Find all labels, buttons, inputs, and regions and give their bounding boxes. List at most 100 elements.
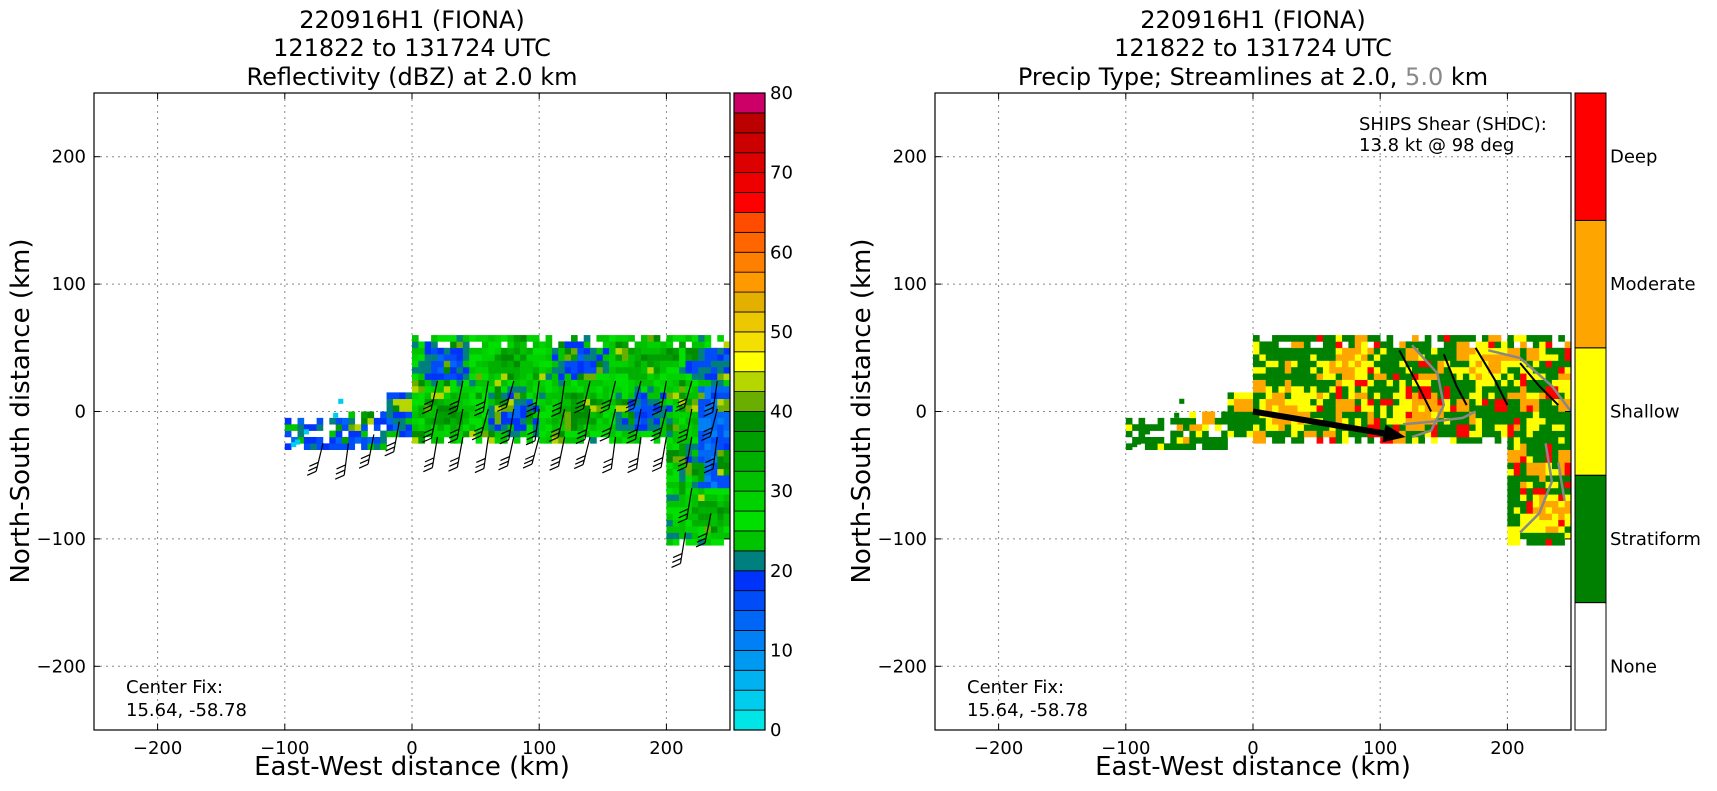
precip-type-cell xyxy=(1450,405,1457,412)
reflectivity-cell xyxy=(685,513,693,521)
wind-barb xyxy=(471,408,489,441)
reflectivity-cell xyxy=(609,347,616,355)
precip-type-cell xyxy=(1303,354,1311,361)
reflectivity-cell xyxy=(456,347,464,355)
precip-type-cell xyxy=(1545,424,1553,431)
precip-type-cell xyxy=(1494,360,1502,368)
precip-type-cell xyxy=(1284,417,1292,425)
precip-type-cell xyxy=(1399,398,1406,406)
precip-type-cell xyxy=(1481,379,1489,387)
right-panel: 220916H1 (FIONA) 121822 to 131724 UTC Pr… xyxy=(847,6,1701,782)
precip-type-cell xyxy=(1361,335,1368,342)
precip-type-cell xyxy=(1545,513,1553,521)
precip-type-cell xyxy=(1233,424,1241,431)
precip-type-cell xyxy=(1310,411,1317,419)
reflectivity-cell xyxy=(717,462,724,470)
reflectivity-cell xyxy=(380,417,387,425)
reflectivity-cell xyxy=(666,354,674,361)
precip-type-cell xyxy=(1163,443,1171,451)
reflectivity-cell xyxy=(431,341,438,349)
precip-type-cell xyxy=(1348,411,1356,419)
precip-type-cell xyxy=(1443,341,1451,349)
precip-type-cell xyxy=(1513,526,1521,533)
precip-type-cell xyxy=(1214,417,1222,425)
precip-type-cell xyxy=(1246,405,1254,412)
precip-type-cell xyxy=(1310,335,1317,342)
reflectivity-cell xyxy=(456,354,464,361)
reflectivity-cell xyxy=(571,366,578,374)
reflectivity-cell xyxy=(640,341,648,349)
reflectivity-cell xyxy=(513,366,521,374)
reflectivity-cell xyxy=(723,481,730,489)
precip-type-cell xyxy=(1558,405,1565,412)
precip-type-cell xyxy=(1558,532,1565,540)
reflectivity-cell xyxy=(418,405,426,412)
reflectivity-cell xyxy=(704,341,712,349)
precip-type-cell xyxy=(1322,341,1330,349)
precip-type-cell xyxy=(1367,392,1375,400)
category-swatch xyxy=(1574,602,1607,731)
precip-type-cell xyxy=(1322,354,1330,361)
reflectivity-cell xyxy=(399,411,406,419)
reflectivity-cell xyxy=(526,405,534,412)
precip-type-cell xyxy=(1310,379,1317,387)
reflectivity-cell xyxy=(615,417,623,425)
colorbar-segment xyxy=(733,570,766,592)
reflectivity-cell xyxy=(361,424,368,431)
reflectivity-cell xyxy=(685,519,693,527)
left-xtick-label: −100 xyxy=(260,738,309,759)
reflectivity-cell xyxy=(462,379,470,387)
reflectivity-cell xyxy=(520,366,527,374)
reflectivity-cell xyxy=(431,360,438,368)
precip-type-cell xyxy=(1450,392,1457,400)
reflectivity-cell xyxy=(412,373,419,380)
reflectivity-cell xyxy=(679,424,686,431)
precip-type-cell xyxy=(1539,532,1546,540)
wind-barb xyxy=(423,436,439,473)
precip-type-cell xyxy=(1265,424,1273,431)
reflectivity-cell xyxy=(609,398,616,406)
reflectivity-cell xyxy=(653,335,661,342)
wind-barb xyxy=(522,436,540,469)
reflectivity-cell xyxy=(520,424,527,431)
reflectivity-cell xyxy=(704,398,712,406)
reflectivity-cell xyxy=(412,386,419,393)
reflectivity-cell xyxy=(666,449,674,457)
precip-type-cell xyxy=(1380,405,1387,412)
precip-type-cell xyxy=(1291,398,1298,406)
precip-type-cell xyxy=(1431,436,1438,444)
right-xtick-label: −200 xyxy=(974,738,1023,759)
reflectivity-cell xyxy=(666,424,674,431)
reflectivity-cell xyxy=(329,417,336,425)
reflectivity-cell xyxy=(469,347,476,355)
reflectivity-cell xyxy=(571,347,578,355)
reflectivity-cell xyxy=(666,430,674,438)
precip-type-cell xyxy=(1246,398,1254,406)
reflectivity-cell xyxy=(532,347,540,355)
streamline xyxy=(1442,353,1468,406)
reflectivity-cell xyxy=(488,392,495,400)
reflectivity-cell xyxy=(475,417,483,425)
precip-type-cell xyxy=(1284,360,1292,368)
reflectivity-cell xyxy=(672,405,680,412)
precip-type-cell xyxy=(1456,366,1464,374)
reflectivity-cell xyxy=(291,424,298,431)
precip-type-cell xyxy=(1520,513,1527,521)
reflectivity-cell xyxy=(494,379,502,387)
precip-type-cell xyxy=(1335,411,1343,419)
reflectivity-cell xyxy=(577,417,585,425)
precip-type-cell xyxy=(1405,386,1413,393)
precip-type-cell xyxy=(1348,386,1356,393)
streamline xyxy=(1474,347,1509,406)
reflectivity-cell xyxy=(704,417,712,425)
precip-type-cell xyxy=(1494,424,1502,431)
precip-type-cell xyxy=(1361,347,1368,355)
reflectivity-cell xyxy=(424,386,432,393)
precip-type-cell xyxy=(1373,341,1381,349)
precip-type-cell xyxy=(1462,424,1470,431)
reflectivity-cell xyxy=(615,373,623,380)
precip-type-cell xyxy=(1532,360,1540,368)
reflectivity-cell xyxy=(640,347,648,355)
precip-type-cell xyxy=(1310,360,1317,368)
reflectivity-cell xyxy=(640,366,648,374)
